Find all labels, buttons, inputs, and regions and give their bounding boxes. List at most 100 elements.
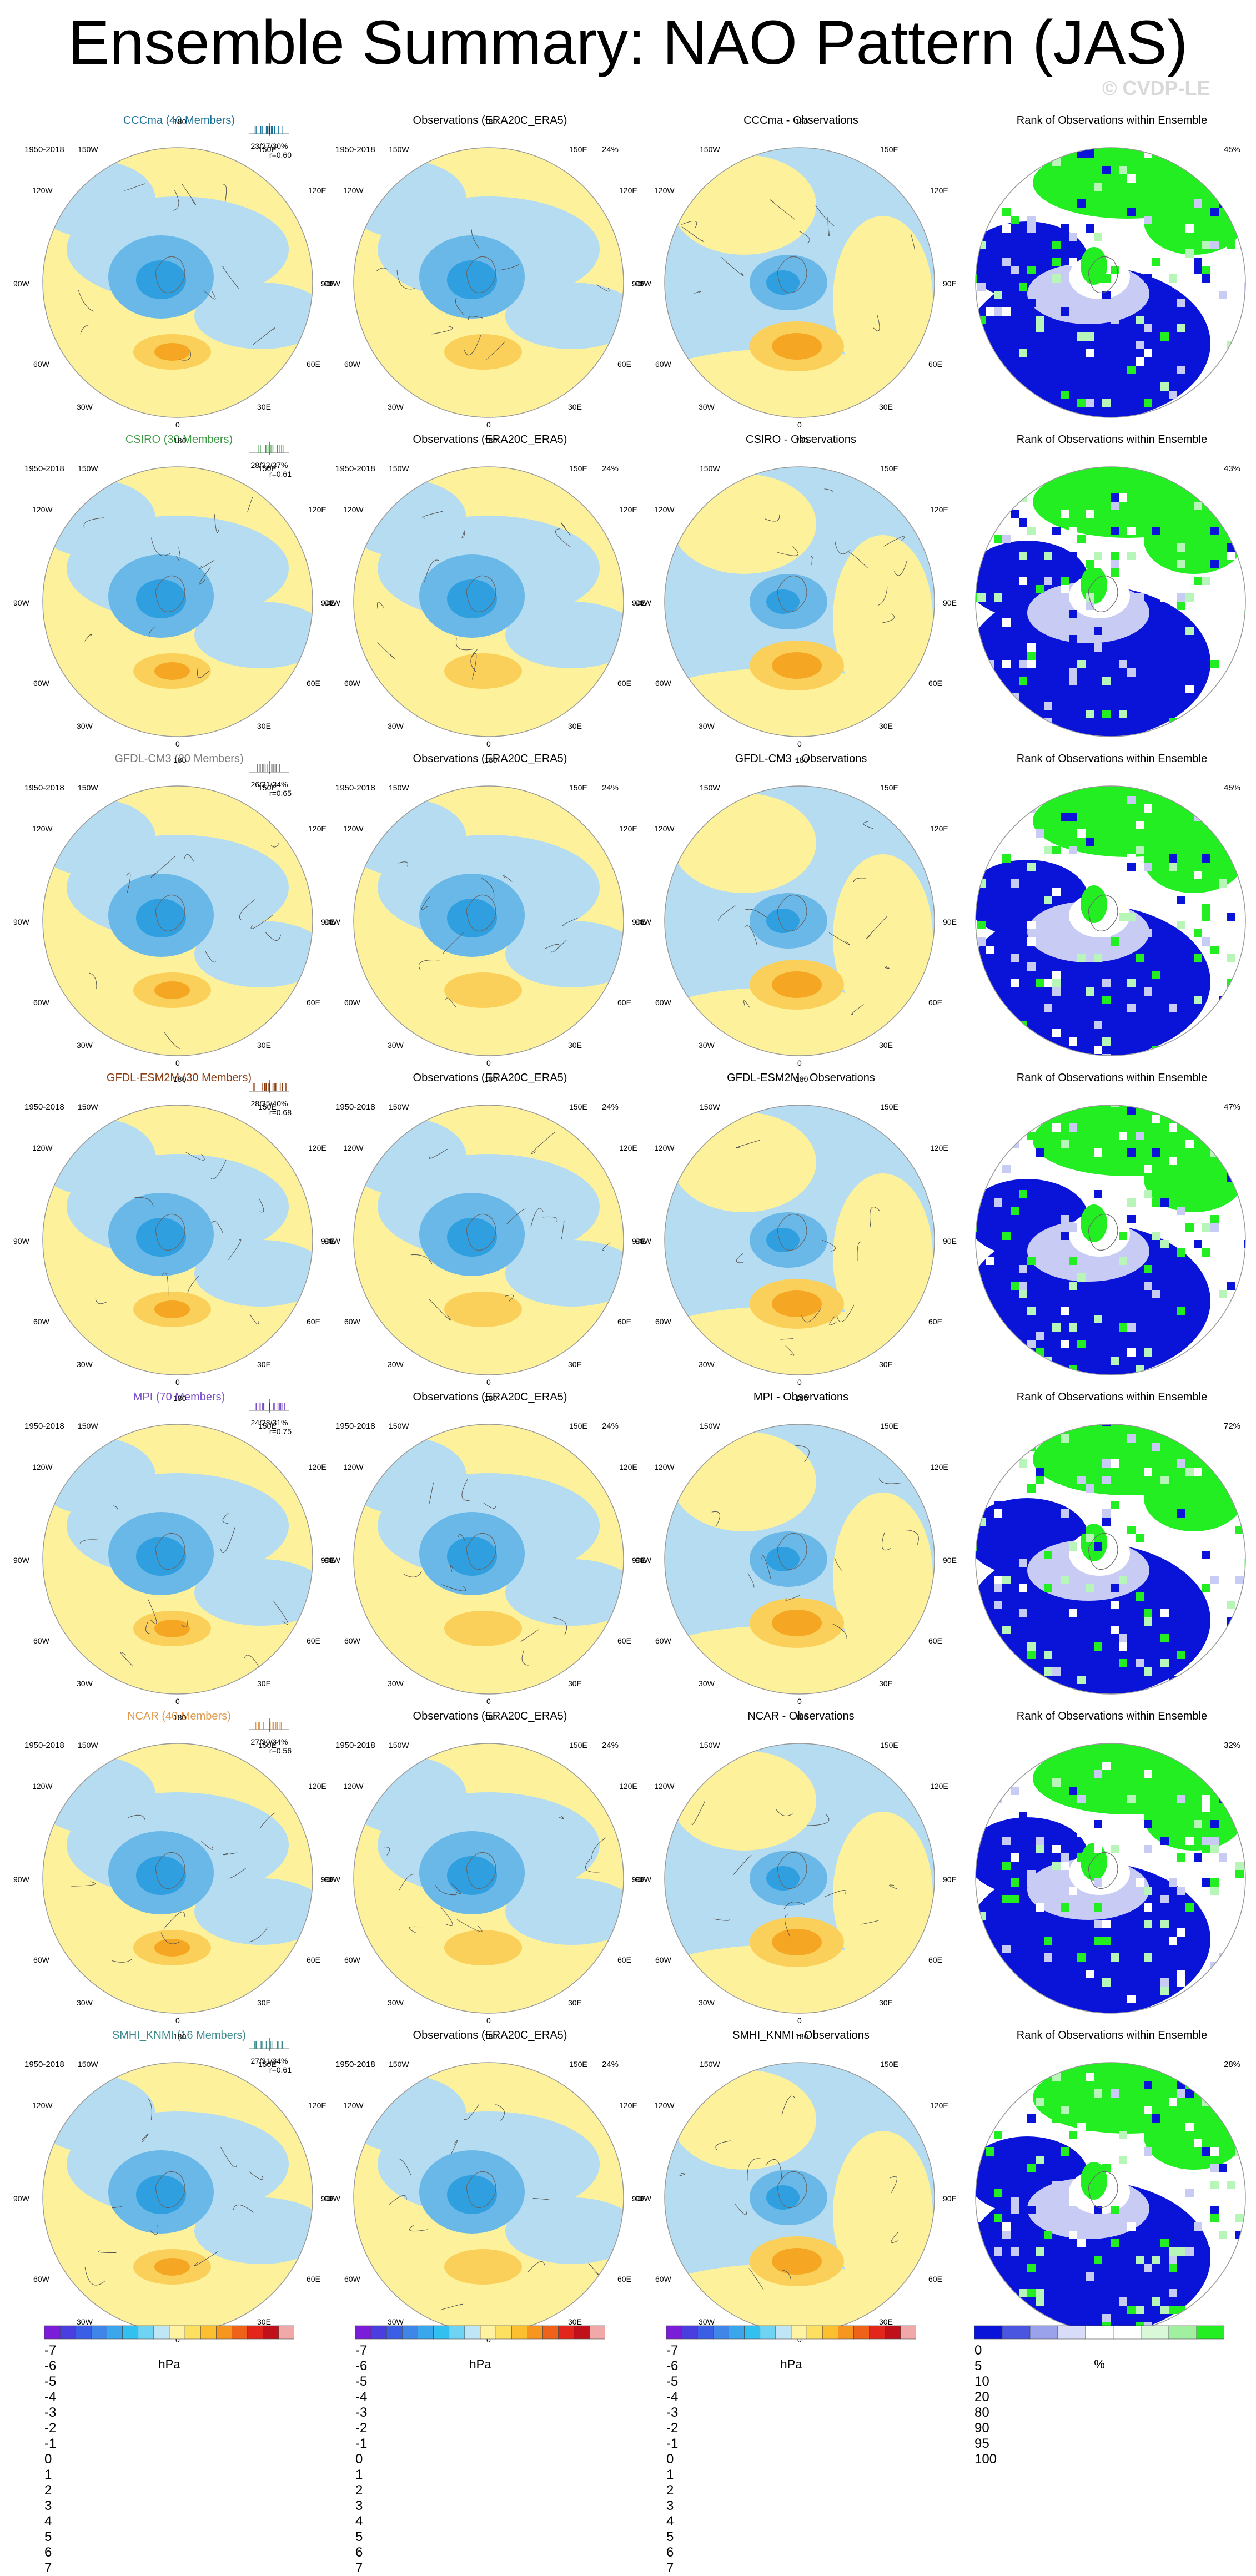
longitude-label: 60W	[344, 1955, 360, 1964]
longitude-label: 150E	[258, 1102, 277, 1111]
colorbar-tick-label: 2	[44, 2483, 52, 2498]
coastline	[450, 1565, 453, 1572]
coastline	[520, 1629, 540, 1642]
diff-panel: GFDL-CM3 - Observations 180 0 150W 150E 120W 1…	[635, 752, 958, 1071]
coastline	[836, 1304, 855, 1322]
coastline	[162, 1272, 169, 1297]
coastline	[376, 268, 388, 271]
rank-panel-title: Rank of Observations within Ensemble	[1016, 753, 1208, 765]
longitude-label: 150E	[569, 1102, 587, 1111]
explained-variance: 24%	[602, 1421, 619, 1431]
longitude-label: 30E	[879, 1041, 893, 1050]
colorbar-swatch	[791, 2325, 807, 2340]
longitude-label: 60W	[655, 2275, 671, 2283]
rank-map	[975, 466, 1246, 737]
coastline	[466, 1852, 496, 1889]
ensemble-spread-marks	[249, 1399, 289, 1413]
coastline	[531, 1131, 556, 1154]
colorbar-tick-label: -1	[355, 2436, 368, 2451]
longitude-label: 60W	[344, 1317, 360, 1326]
coastline	[1088, 1852, 1118, 1889]
longitude-label: 120E	[619, 186, 637, 195]
model-map	[42, 2062, 313, 2333]
longitude-label: 90W	[13, 1556, 29, 1565]
hpa-colorbar-3-swatches	[666, 2325, 917, 2340]
pattern-stats: 24/28/31% r=0.75	[247, 1418, 292, 1436]
colorbar-tick-label: -2	[666, 2421, 679, 2436]
pattern-stats-spread: 27/31/34%	[250, 2056, 288, 2065]
rank-percent: 47%	[1224, 1102, 1241, 1112]
colorbar-tick-label: 20	[974, 2390, 989, 2404]
negative-region	[43, 160, 155, 238]
coastline	[822, 1239, 836, 1252]
longitude-label: 120E	[619, 1463, 637, 1471]
period-label: 1950-2018	[24, 464, 64, 473]
map-boundary	[664, 147, 935, 418]
longitude-label: 180	[484, 755, 498, 764]
coastline	[155, 256, 185, 294]
longitude-label: 30E	[568, 722, 582, 730]
coastline	[777, 2171, 807, 2209]
coastline	[181, 1620, 188, 1627]
rank-panel-title: Rank of Observations within Ensemble	[1016, 114, 1208, 127]
pattern-stats-correlation: r=0.65	[269, 789, 292, 798]
rank-green-region	[1081, 885, 1107, 923]
coastline	[264, 931, 282, 941]
longitude-label: 30W	[77, 402, 93, 411]
colorbar-tick-label: -5	[355, 2374, 368, 2389]
longitude-label: 90E	[321, 1875, 335, 1884]
coastline	[228, 1239, 242, 1260]
longitude-label: 120W	[343, 505, 364, 514]
period-label: 1950-2018	[24, 783, 64, 793]
negative-region	[136, 1856, 186, 1895]
explained-variance: 24%	[602, 464, 619, 473]
coastline	[183, 854, 194, 862]
colorbar-tick-label: 3	[44, 2498, 52, 2513]
longitude-label: 60E	[617, 679, 631, 688]
coastline	[1088, 256, 1118, 294]
coastline	[220, 1526, 235, 1553]
colorbar-tick-label: -3	[44, 2405, 57, 2420]
longitude-label: 60W	[655, 360, 671, 369]
obs-panel-title: Observations (ERA20C_ERA5)	[413, 1710, 567, 1722]
coastline	[466, 894, 496, 932]
positive-region	[672, 1431, 816, 1531]
longitude-label: 180	[484, 117, 498, 126]
longitude-label: 120W	[343, 824, 364, 833]
longitude-label: 120W	[343, 1782, 364, 1791]
coastline	[398, 861, 408, 867]
coastline	[431, 325, 453, 335]
diff-panel-title: CCCma - Observations	[743, 114, 858, 127]
longitude-label: 0	[797, 739, 802, 748]
diff-panel: GFDL-ESM2M - Observations 180 0 150W 150E 120…	[635, 1071, 958, 1390]
colorbar-swatch	[1002, 2325, 1031, 2340]
colorbar-swatch	[589, 2325, 606, 2340]
pattern-stats: 27/31/34% r=0.61	[247, 2056, 292, 2074]
positive-region	[154, 981, 190, 999]
colorbar-tick-label: 3	[355, 2498, 363, 2513]
longitude-label: 0	[175, 420, 180, 429]
colorbar-swatch	[153, 2325, 170, 2340]
longitude-label: 60E	[617, 360, 631, 369]
longitude-label: 180	[484, 1713, 498, 1722]
longitude-label: 60E	[307, 1636, 320, 1645]
longitude-label: 90E	[321, 1556, 335, 1565]
model-panel-title: NCAR (40 Members)	[127, 1710, 231, 1722]
positive-region	[444, 972, 522, 1008]
longitude-label: 30E	[257, 402, 271, 411]
rank-percent: 45%	[1224, 783, 1241, 793]
longitude-label: 150E	[880, 1421, 898, 1430]
coastline	[471, 653, 477, 680]
coastline	[829, 1316, 837, 1325]
ensemble-spread-marks	[249, 442, 289, 455]
longitude-label: 120E	[308, 505, 326, 514]
colorbar-swatch	[370, 2325, 387, 2340]
negative-region	[43, 799, 155, 876]
longitude-label: 120W	[32, 824, 53, 833]
positive-region	[772, 652, 822, 679]
coastline	[889, 1884, 897, 1889]
longitude-label: 90E	[632, 2194, 646, 2203]
coastline	[112, 2206, 122, 2209]
coastline	[863, 821, 873, 829]
coastline	[777, 1533, 807, 1570]
